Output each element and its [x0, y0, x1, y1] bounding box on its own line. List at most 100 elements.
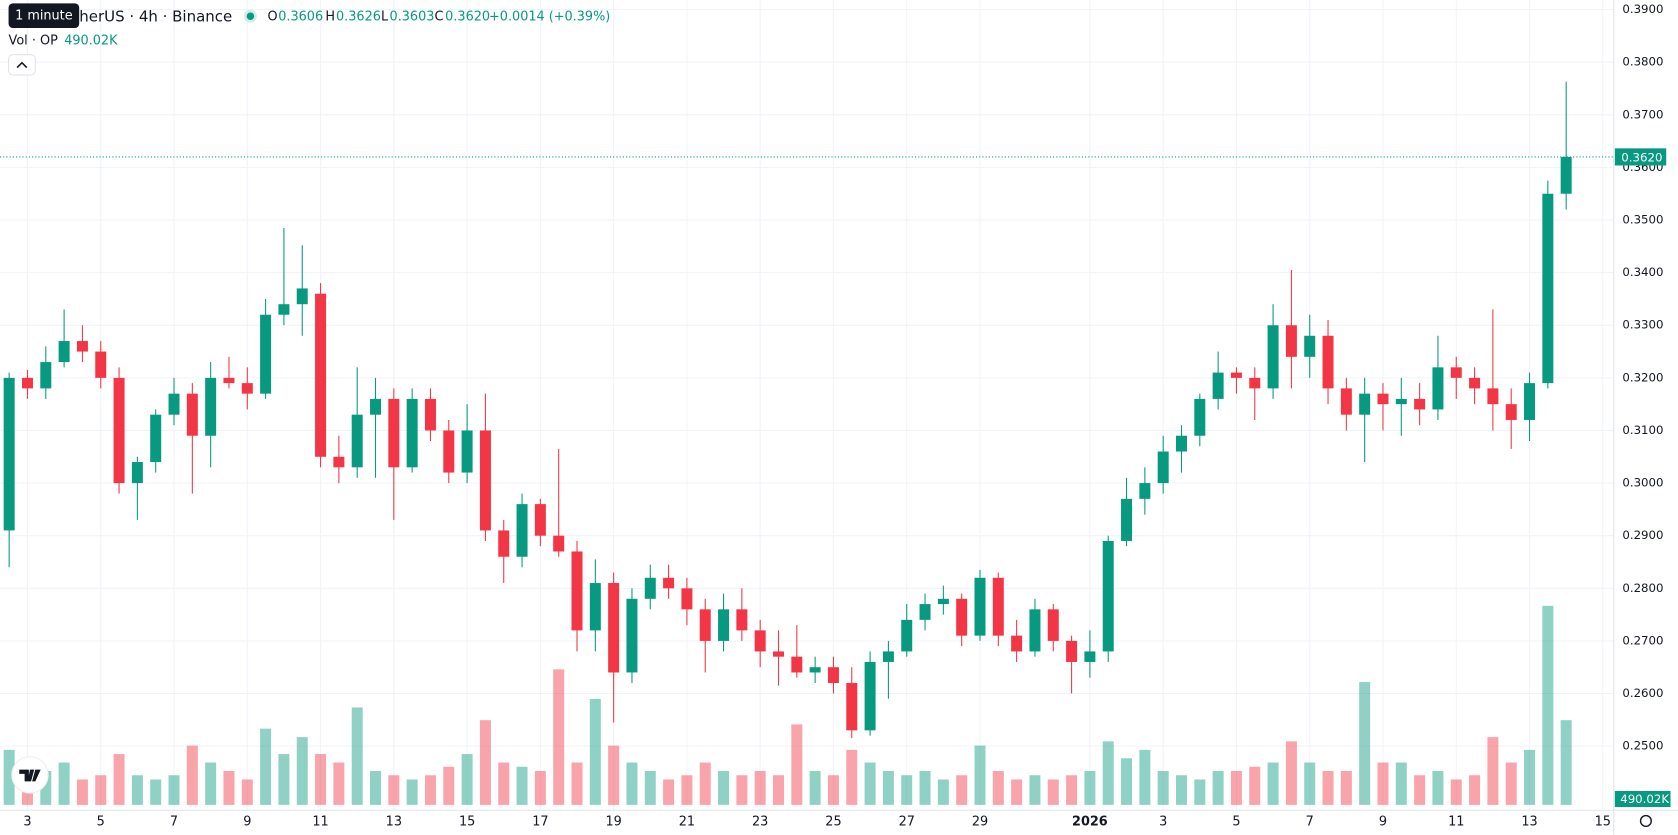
- y-tick-label: 0.2900: [1622, 528, 1663, 542]
- volume-bar: [1560, 720, 1572, 805]
- status-dot: [246, 12, 255, 20]
- volume-bar: [1469, 775, 1481, 805]
- volume-bar: [589, 698, 601, 805]
- candle-body: [443, 430, 455, 473]
- axes: 0.39000.38000.37000.36000.35000.34000.33…: [23, 2, 1671, 830]
- x-tick-label: 11: [312, 815, 328, 830]
- volume-bar: [1102, 741, 1114, 805]
- candle-body: [1469, 377, 1481, 389]
- volume-bar: [663, 779, 675, 805]
- close-label: C: [434, 10, 443, 25]
- y-tick-label: 0.3900: [1622, 2, 1663, 16]
- candle-body: [1322, 335, 1334, 389]
- volume-bar: [461, 754, 473, 805]
- volume-label-box: [1614, 790, 1671, 808]
- volume-bar: [718, 771, 730, 805]
- low-label: L: [381, 10, 389, 25]
- candle-body: [1029, 609, 1041, 652]
- y-tick-label: 0.3100: [1622, 423, 1663, 437]
- volume-bar: [791, 724, 803, 805]
- candle-body: [21, 377, 33, 389]
- volume-bar: [736, 775, 748, 805]
- volume-bar: [95, 775, 107, 805]
- candle-body: [131, 462, 143, 484]
- volume-bar: [1304, 762, 1316, 805]
- candle-body: [1359, 393, 1371, 415]
- volume-bar: [260, 728, 272, 805]
- x-tick-label: 5: [97, 815, 105, 830]
- volume-bar: [919, 771, 931, 805]
- volume-bar: [424, 775, 436, 805]
- candle-body: [1212, 372, 1224, 399]
- y-tick-label: 0.2600: [1622, 686, 1663, 700]
- y-tick-label: 0.3000: [1622, 476, 1663, 490]
- x-tick-label: 11: [1448, 815, 1464, 830]
- volume-bar: [1157, 771, 1169, 805]
- candle-body: [1395, 398, 1407, 405]
- volume-bar: [1487, 737, 1499, 805]
- volume-bar: [773, 775, 784, 805]
- candle-body: [95, 351, 107, 378]
- candle-body: [186, 393, 198, 436]
- x-tick-label: 3: [23, 815, 31, 830]
- y-tick-label: 0.3300: [1622, 318, 1663, 332]
- x-tick-label: 19: [605, 815, 621, 830]
- volume-bar: [1322, 771, 1334, 805]
- volume-bar: [974, 745, 986, 805]
- x-tick-label: 15: [459, 815, 475, 830]
- volume-bar: [333, 762, 345, 805]
- x-tick-label: 25: [825, 815, 841, 830]
- volume-bar: [1414, 775, 1426, 805]
- y-tick-label: 0.3800: [1622, 55, 1663, 69]
- x-tick-label: 2026: [1072, 815, 1108, 830]
- volume-bar: [498, 762, 510, 805]
- candle-body: [278, 304, 290, 315]
- collapse-button[interactable]: [8, 54, 36, 76]
- x-tick-label: 23: [752, 815, 768, 830]
- x-tick-label: 13: [1521, 815, 1537, 830]
- candle-body: [1524, 383, 1536, 420]
- candle-body: [424, 398, 436, 431]
- open-label: O: [268, 10, 278, 25]
- candle-body: [827, 667, 839, 683]
- x-tick-label: 7: [1306, 815, 1314, 830]
- candle-body: [901, 619, 913, 652]
- open-value: 0.3606: [278, 10, 323, 25]
- tooltip: 1 minute: [15, 9, 73, 24]
- candle-body: [1047, 609, 1059, 641]
- volume-bar: [809, 771, 821, 805]
- candle-body: [754, 630, 766, 652]
- candle-body: [205, 377, 217, 436]
- volume-bar: [58, 762, 70, 805]
- volume-bar: [205, 762, 217, 805]
- collapse-icon: [16, 61, 28, 69]
- x-tick-label: 5: [1232, 815, 1240, 830]
- volume-bar: [1340, 771, 1352, 805]
- candle-body: [370, 398, 382, 415]
- volume-bar: [443, 766, 455, 805]
- symbol-title: etherUS · 4h · Binance: [64, 8, 232, 26]
- candle-layer: [0, 81, 1614, 739]
- settings-icon[interactable]: [1639, 814, 1652, 827]
- volume-bar: [608, 745, 620, 805]
- y-tick-label: 0.3400: [1622, 265, 1663, 279]
- volume-bar: [1524, 749, 1536, 805]
- candle-body: [608, 583, 620, 673]
- candle-body: [3, 377, 15, 531]
- candle-body: [1450, 367, 1462, 378]
- volume-bar: [315, 754, 327, 805]
- candle-body: [1377, 393, 1389, 405]
- volume-bar: [901, 775, 913, 805]
- volume-bar: [406, 779, 418, 805]
- candle-body: [864, 661, 876, 731]
- candle-body: [351, 414, 363, 468]
- candle-body: [461, 430, 473, 473]
- candle-body: [956, 598, 968, 636]
- candle-body: [1139, 483, 1151, 499]
- volume-bar: [40, 771, 52, 805]
- candle-body: [1230, 372, 1242, 378]
- candle-body: [1084, 651, 1096, 662]
- candle-body: [1304, 335, 1316, 357]
- volume-bar: [1029, 775, 1041, 805]
